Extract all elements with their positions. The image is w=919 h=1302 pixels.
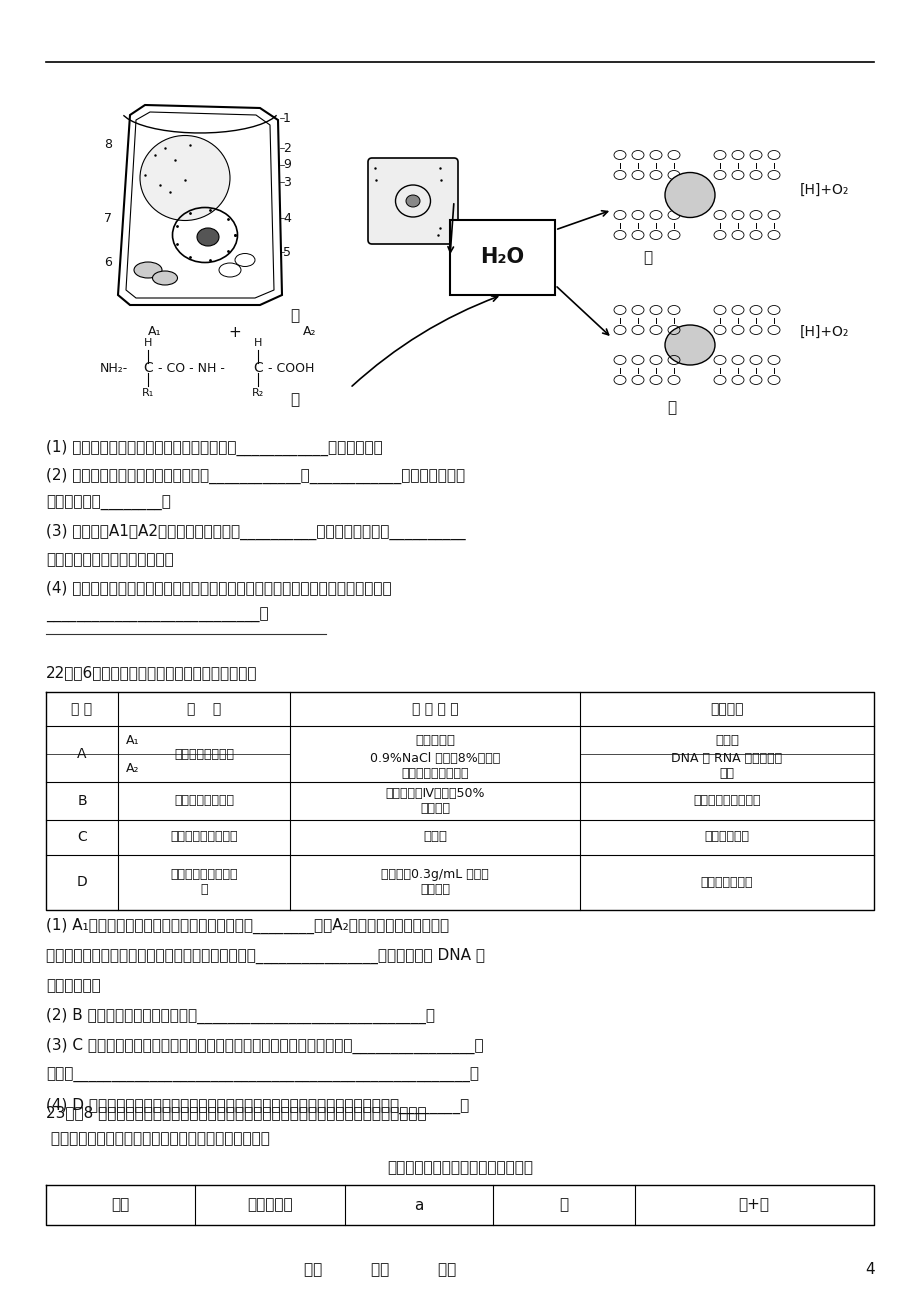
Text: 紫色洋葱鳞片叶外表
皮: 紫色洋葱鳞片叶外表 皮 (170, 868, 237, 896)
Ellipse shape (664, 172, 714, 217)
Text: 材    料: 材 料 (187, 702, 221, 716)
Text: 染色剂结合。: 染色剂结合。 (46, 978, 101, 993)
Text: 丁: 丁 (666, 400, 675, 415)
Text: A₁: A₁ (148, 326, 162, 339)
Text: 健那绿染液: 健那绿染液 (414, 733, 455, 746)
Text: 的外界条件是________。: 的外界条件是________。 (46, 496, 171, 512)
Text: H: H (254, 339, 262, 348)
Text: 3: 3 (283, 176, 290, 189)
Text: 细胞吸水涨破: 细胞吸水涨破 (704, 831, 749, 844)
Text: 5: 5 (283, 246, 290, 259)
Text: 蒸馏水: 蒸馏水 (423, 831, 447, 844)
Text: 线粒体: 线粒体 (714, 733, 738, 746)
Text: NH₂-: NH₂- (100, 362, 128, 375)
FancyBboxPatch shape (368, 158, 458, 243)
Text: (3) 丙图中的A1与A2结构上不同之处在于__________，破坏细胞核中的__________: (3) 丙图中的A1与A2结构上不同之处在于__________，破坏细胞核中的… (46, 523, 465, 540)
Text: 4: 4 (864, 1263, 874, 1277)
Text: [H]+O₂: [H]+O₂ (800, 326, 848, 339)
Text: 9: 9 (283, 159, 290, 172)
Bar (449, 220, 554, 296)
Text: 浸泡过的花生种子: 浸泡过的花生种子 (174, 794, 233, 807)
Text: H₂O: H₂O (480, 247, 524, 267)
Text: C: C (253, 361, 263, 375)
Text: - CO - NH -: - CO - NH - (158, 362, 224, 375)
Text: R₁: R₁ (142, 388, 154, 398)
Text: 组 别: 组 别 (72, 702, 93, 716)
Text: 观察内容: 观察内容 (709, 702, 743, 716)
Text: （结构）会影响该过程的发生。: （结构）会影响该过程的发生。 (46, 552, 174, 566)
Text: (1) A₁组实验中，在显微镜下观察到的线粒体呈________色。A₂组实验中，盐酸的作用是: (1) A₁组实验中，在显微镜下观察到的线粒体呈________色。A₂组实验中… (46, 918, 448, 935)
Text: 4: 4 (283, 211, 290, 224)
Text: A₂: A₂ (303, 326, 316, 339)
Text: 清水、苏丹Ⅳ染液、50%
酒精溶液: 清水、苏丹Ⅳ染液、50% 酒精溶液 (385, 786, 484, 815)
Text: 8: 8 (104, 138, 112, 151)
Text: 毒物: 毒物 (111, 1198, 129, 1212)
Text: 哺乳动物成熟红细胞: 哺乳动物成熟红细胞 (170, 831, 237, 844)
Text: 甲: 甲 (289, 309, 299, 323)
Text: 乙: 乙 (642, 250, 652, 266)
Text: C: C (143, 361, 153, 375)
Text: 22．（6分）请分析下表，回答有关实验的问题。: 22．（6分）请分析下表，回答有关实验的问题。 (46, 665, 257, 680)
Text: R₂: R₂ (252, 388, 264, 398)
Text: 1: 1 (283, 112, 290, 125)
Text: 铜: 铜 (559, 1198, 568, 1212)
Text: 23．（8 分）科学家研究镉、铜对河蚬过氧化氢酶活性的影响，用一定浓度的镉、铜处理河: 23．（8 分）科学家研究镉、铜对河蚬过氧化氢酶活性的影响，用一定浓度的镉、铜处… (46, 1105, 426, 1120)
Text: 改变细胞膜的通透性，加速染色剂进入细胞，同时使________________分离，有利于 DNA 与: 改变细胞膜的通透性，加速染色剂进入细胞，同时使________________分… (46, 948, 484, 965)
Text: 镉+铜: 镉+铜 (738, 1198, 768, 1212)
Text: (2) 发生乙、丁反应的膜状结构分别是____________、____________。丁反应所需要: (2) 发生乙、丁反应的膜状结构分别是____________、________… (46, 467, 465, 484)
Text: 7: 7 (104, 211, 112, 224)
Text: 2: 2 (283, 142, 290, 155)
Text: a: a (414, 1198, 424, 1212)
Text: D: D (76, 875, 87, 889)
Text: (4) 分离动物细胞结构时必须首先破坏细胞膜，破坏细胞膜最常用、最简便的方法是: (4) 分离动物细胞结构时必须首先破坏细胞膜，破坏细胞膜最常用、最简便的方法是 (46, 579, 391, 595)
Text: (3) C 组的实验材料除了用于观察动物细胞吸水涨破现象，还能用于制备________________，: (3) C 组的实验材料除了用于观察动物细胞吸水涨破现象，还能用于制备_____… (46, 1038, 483, 1055)
Text: 6: 6 (104, 255, 112, 268)
Text: 人的口腔上皮细胞: 人的口腔上皮细胞 (174, 747, 233, 760)
Text: [H]+O₂: [H]+O₂ (800, 184, 848, 197)
Text: (4) D 组实验中，在显微镜下观察不到质壁分离现象，导致实验失败的原因最可能是________。: (4) D 组实验中，在显微镜下观察不到质壁分离现象，导致实验失败的原因最可能是… (46, 1098, 469, 1115)
Text: 用心          爱心          专心: 用心 爱心 专心 (303, 1263, 456, 1277)
Ellipse shape (134, 262, 162, 279)
Text: 质壁分离及复原: 质壁分离及复原 (700, 875, 753, 888)
Text: - COOH: - COOH (267, 362, 314, 375)
Text: ____________________________。: ____________________________。 (46, 608, 268, 624)
Ellipse shape (140, 135, 230, 220)
Text: 实 验 条 件: 实 验 条 件 (411, 702, 458, 716)
Text: +: + (229, 326, 241, 340)
Ellipse shape (197, 228, 219, 246)
Ellipse shape (405, 195, 420, 207)
Text: 0.9%NaCl 溶液、8%盐酸、
吡罗红甲基绿染色剂: 0.9%NaCl 溶液、8%盐酸、 吡罗红甲基绿染色剂 (369, 753, 500, 780)
Text: A₁: A₁ (126, 733, 140, 746)
Text: 镉、铜对河蚬过氧化氢酶活性的影响: 镉、铜对河蚬过氧化氢酶活性的影响 (387, 1160, 532, 1174)
Text: 丙: 丙 (290, 392, 300, 408)
Text: 细胞中着色的小颗粒: 细胞中着色的小颗粒 (693, 794, 760, 807)
Ellipse shape (664, 326, 714, 365)
Text: A: A (77, 747, 86, 760)
Text: 原因是____________________________________________________。: 原因是_____________________________________… (46, 1068, 479, 1083)
Text: C: C (77, 829, 86, 844)
Text: 蚬一段时间后，测得河蚬过氧化氢酶活性如下表所示。: 蚬一段时间后，测得河蚬过氧化氢酶活性如下表所示。 (46, 1131, 269, 1146)
Text: 空白对照组: 空白对照组 (247, 1198, 292, 1212)
Text: B: B (77, 794, 86, 809)
Text: (1) 甲图中的细胞结构不属于原生质层的是：____________（填标号）。: (1) 甲图中的细胞结构不属于原生质层的是：____________（填标号）。 (46, 440, 382, 456)
Text: DNA 和 RNA 在细胞中的
分布: DNA 和 RNA 在细胞中的 分布 (671, 753, 782, 780)
Text: H: H (143, 339, 152, 348)
Text: A₂: A₂ (126, 762, 140, 775)
Text: 解离液、0.3g/mL 蔗糖溶
液、清水: 解离液、0.3g/mL 蔗糖溶 液、清水 (380, 868, 488, 896)
Ellipse shape (153, 271, 177, 285)
Text: (2) B 组实验中所用酒精的作用是______________________________。: (2) B 组实验中所用酒精的作用是______________________… (46, 1008, 435, 1025)
